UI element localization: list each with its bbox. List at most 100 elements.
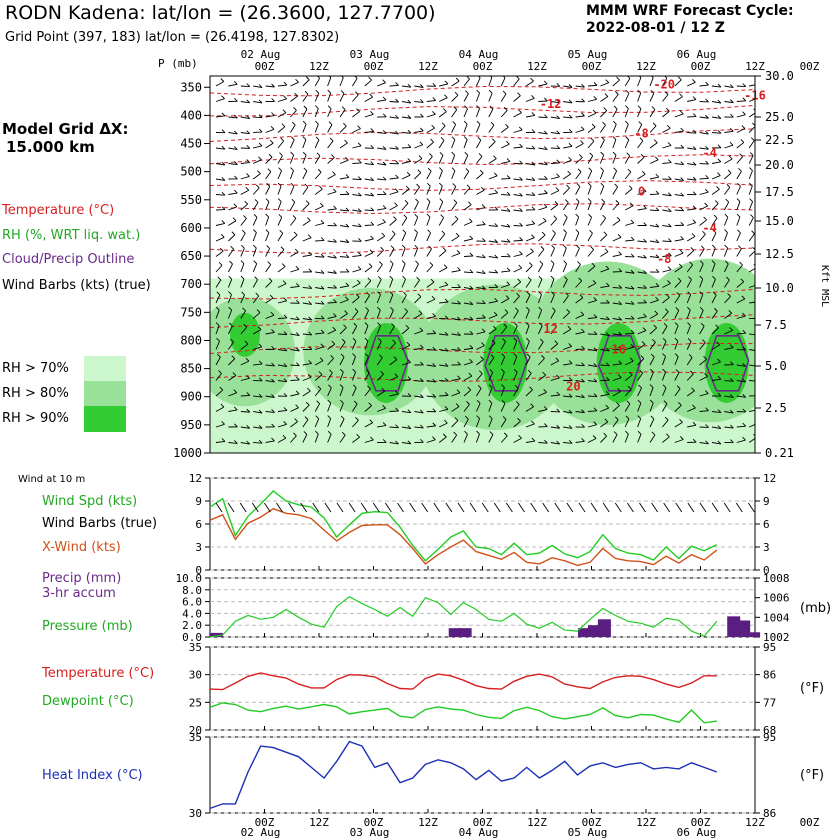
wind-barb [265,128,275,133]
y-tick-label: 35 [189,641,202,654]
wind-barb [699,263,704,273]
wind-barb-flag [258,439,263,444]
wind-barb-flag [405,324,410,329]
wind-barb [736,439,746,443]
wind-barb-flag [556,115,560,119]
wind-barb [724,201,730,211]
wind-barb-flag [742,111,746,116]
wind-barb-flag [456,249,461,254]
wind-barb [624,403,631,412]
wind-barb-flag [717,144,722,149]
wind-barb [451,170,456,180]
wind-barb-flag [356,433,360,438]
wind-barb-flag [625,105,629,109]
wind-barb-flag [630,301,635,305]
wind-barb [500,126,509,133]
wind-barb [339,299,349,304]
wind-barb-flag [593,297,597,301]
wind-barb [488,314,498,319]
wind-barb [736,281,745,288]
wind-barb [302,93,309,102]
wind-barb-flag [327,105,332,110]
wind-barb [463,238,473,242]
wind-barb [463,155,469,164]
wind-barb-flag [643,270,647,274]
wind-barb-flag [414,229,418,233]
wind-barb-flag [556,159,561,164]
wind-barb [476,373,483,381]
wind-barb-flag [666,433,670,438]
wind-barb [364,238,374,242]
wind-barb-flag [451,167,456,171]
wind-barb [649,256,659,259]
wind-barb [649,299,659,304]
wind-barb-flag [543,130,548,135]
wind-barb-flag [333,270,337,274]
wind-barb-flag [654,156,659,161]
x-wind-legend: X-Wind (kts) [42,540,121,555]
wind-barb [711,344,720,350]
wind-barb-flag [218,262,223,266]
wind-barb [401,188,410,195]
wind-barb [240,116,250,120]
kft-tick-label: 30.0 [765,69,794,83]
wind-barb-flag [278,214,283,218]
wind-barb [699,310,704,319]
wind-barb-flag [730,99,734,103]
wind-barb [587,438,597,443]
wind-barb [736,216,741,226]
wind-barb-flag [630,329,635,334]
wind-barb [476,189,485,195]
wind-barb-10m [397,502,404,513]
wind-barb [686,357,693,366]
wind-barb [377,178,387,181]
wind-barb-flag [476,105,480,109]
wind-barb-flag [416,276,420,281]
wind-barb [749,98,755,102]
wind-barb [314,123,319,133]
wind-barb-flag [589,152,594,157]
wind-barb-flag [414,244,419,249]
wind-barb [625,239,635,242]
wind-barb [711,442,721,445]
wind-barb-flag [527,369,532,374]
wind-barb-flag [567,325,572,330]
wind-barb [401,327,410,335]
wind-barb-flag [252,244,257,249]
wind-barb [426,265,434,273]
wind-barb [736,100,746,102]
wind-barb [315,239,325,242]
temperature-line [209,672,717,691]
wind-barb [339,418,345,428]
wind-barb [563,345,572,350]
wind-barb-flag [352,368,356,373]
wind-barb-flag [303,167,308,172]
wind-barb-flag [355,293,360,298]
wind-barb [525,251,534,257]
wind-barb-flag [303,431,308,435]
wind-barb-flag [320,270,325,274]
wind-barb [538,163,548,166]
wind-barb [438,111,447,118]
wind-barb-flag [432,313,436,317]
wind-barb [550,310,556,319]
bottom-hour-label: 12Z [418,816,438,829]
wind-barb-flag [407,115,412,119]
wind-barb [215,194,226,196]
wind-barb-flag [221,191,226,196]
wind-barb [475,403,481,412]
wind-barb [451,406,460,412]
wind-barb [228,192,238,195]
wind-barb [253,426,263,429]
wind-barb-flag [382,130,387,134]
wind-barb [575,380,585,383]
kft-tick-label: 5.0 [765,359,787,373]
wind-barb [265,248,271,257]
wind-barb [327,343,336,350]
wind-barb [352,268,362,273]
wind-barb [426,425,436,428]
wind-barb [550,176,560,180]
forecast-cycle-title: MMM WRF Forecast Cycle: [586,3,794,19]
wind-barb [736,114,746,118]
wind-barb [637,173,646,180]
